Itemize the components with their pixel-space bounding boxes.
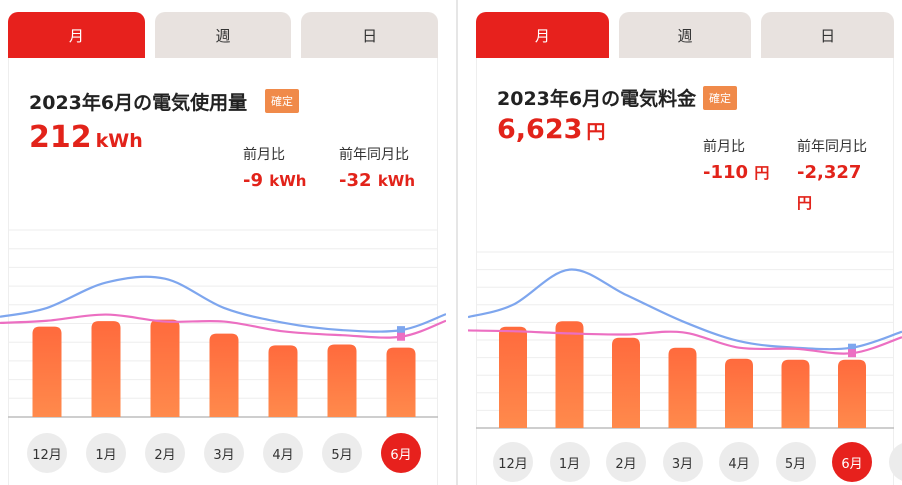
month-button-12月[interactable]: 12月 <box>493 442 533 482</box>
tab-day[interactable]: 日 <box>761 12 895 58</box>
prev-month-value: -9 kWh <box>243 166 306 196</box>
cost-unit: 円 <box>586 121 606 143</box>
bar-3月 <box>668 347 697 428</box>
line-average <box>468 329 902 355</box>
usage-unit: kWh <box>95 130 143 152</box>
prev-month-number: -9 <box>243 170 263 191</box>
month-button-3月[interactable]: 3月 <box>662 442 703 482</box>
tab-day[interactable]: 日 <box>301 12 439 58</box>
month-button-5月[interactable]: 5月 <box>775 442 816 482</box>
month-button-6月[interactable]: 6月 <box>381 433 421 473</box>
cost-chart <box>468 251 902 429</box>
marker-prev-year <box>397 326 405 335</box>
month-button-next[interactable] <box>888 442 902 482</box>
prev-year-label: 前年同月比 <box>339 147 409 163</box>
tab-month[interactable]: 月 <box>476 12 609 58</box>
bar-4月 <box>725 358 753 428</box>
month-button-2月[interactable]: 2月 <box>606 442 646 482</box>
prev-year-value: -2,327 円 <box>797 158 877 218</box>
month-button-4月[interactable]: 4月 <box>263 433 303 473</box>
prev-year-unit: 円 <box>797 194 813 212</box>
prev-month-label: 前月比 <box>243 147 285 163</box>
panel-divider <box>446 0 468 485</box>
prev-year-unit: kWh <box>377 172 416 190</box>
bar-12月 <box>32 326 62 417</box>
marker-average <box>848 349 856 358</box>
usage-number: 212 <box>29 120 92 155</box>
usage-panel: 月 週 日 2023年6月の電気使用量 確定 212 kWh 前月比 -9 kWh… <box>0 0 446 485</box>
prev-month-unit: kWh <box>269 172 307 190</box>
cost-panel: 月 週 日 2023年6月の電気料金 確定 6,623 円 前月比 -110 円 … <box>468 0 902 485</box>
period-tabs: 月 週 日 <box>476 12 895 58</box>
month-button-12月[interactable]: 12月 <box>27 433 67 473</box>
bar-3月 <box>209 333 239 417</box>
usage-chart <box>0 229 446 418</box>
prev-year-label: 前年同月比 <box>797 139 867 155</box>
bar-2月 <box>150 319 180 417</box>
month-button-2月[interactable]: 2月 <box>145 433 185 473</box>
page-title: 2023年6月の電気料金 <box>497 88 697 110</box>
bar-6月 <box>386 347 416 417</box>
bar-5月 <box>327 344 357 417</box>
tab-week[interactable]: 週 <box>154 12 292 58</box>
cost-value: 6,623 円 <box>497 114 605 145</box>
line-prev-year <box>468 268 902 351</box>
bar-4月 <box>268 345 298 417</box>
period-tabs: 月 週 日 <box>8 12 439 58</box>
prev-month-number: -110 <box>703 162 749 183</box>
page-title: 2023年6月の電気使用量 <box>29 92 248 114</box>
tab-month[interactable]: 月 <box>8 12 145 58</box>
status-badge: 確定 <box>703 86 737 110</box>
prev-month-value: -110 円 <box>703 158 769 188</box>
line-average <box>0 313 446 339</box>
month-button-6月[interactable]: 6月 <box>832 442 872 482</box>
bar-6月 <box>838 359 866 428</box>
status-badge: 確定 <box>265 89 299 113</box>
prev-year-number: -2,327 <box>797 162 862 183</box>
month-button-1月[interactable]: 1月 <box>86 433 126 473</box>
tab-week[interactable]: 週 <box>618 12 752 58</box>
marker-average <box>397 332 405 341</box>
cost-number: 6,623 <box>497 114 583 145</box>
marker-prev-year <box>848 343 856 352</box>
month-button-3月[interactable]: 3月 <box>204 433 244 473</box>
prev-year-value: -32 kWh <box>339 166 415 196</box>
prev-month-label: 前月比 <box>703 139 745 155</box>
bar-5月 <box>781 359 810 428</box>
usage-value: 212 kWh <box>29 120 143 155</box>
bar-2月 <box>612 337 640 428</box>
line-prev-year <box>0 275 446 333</box>
bar-12月 <box>499 326 527 428</box>
prev-month-unit: 円 <box>754 164 770 182</box>
prev-year-number: -32 <box>339 170 372 191</box>
month-button-4月[interactable]: 4月 <box>719 442 759 482</box>
bar-1月 <box>555 321 584 428</box>
bar-1月 <box>91 321 121 417</box>
month-button-5月[interactable]: 5月 <box>322 433 362 473</box>
month-button-1月[interactable]: 1月 <box>549 442 590 482</box>
